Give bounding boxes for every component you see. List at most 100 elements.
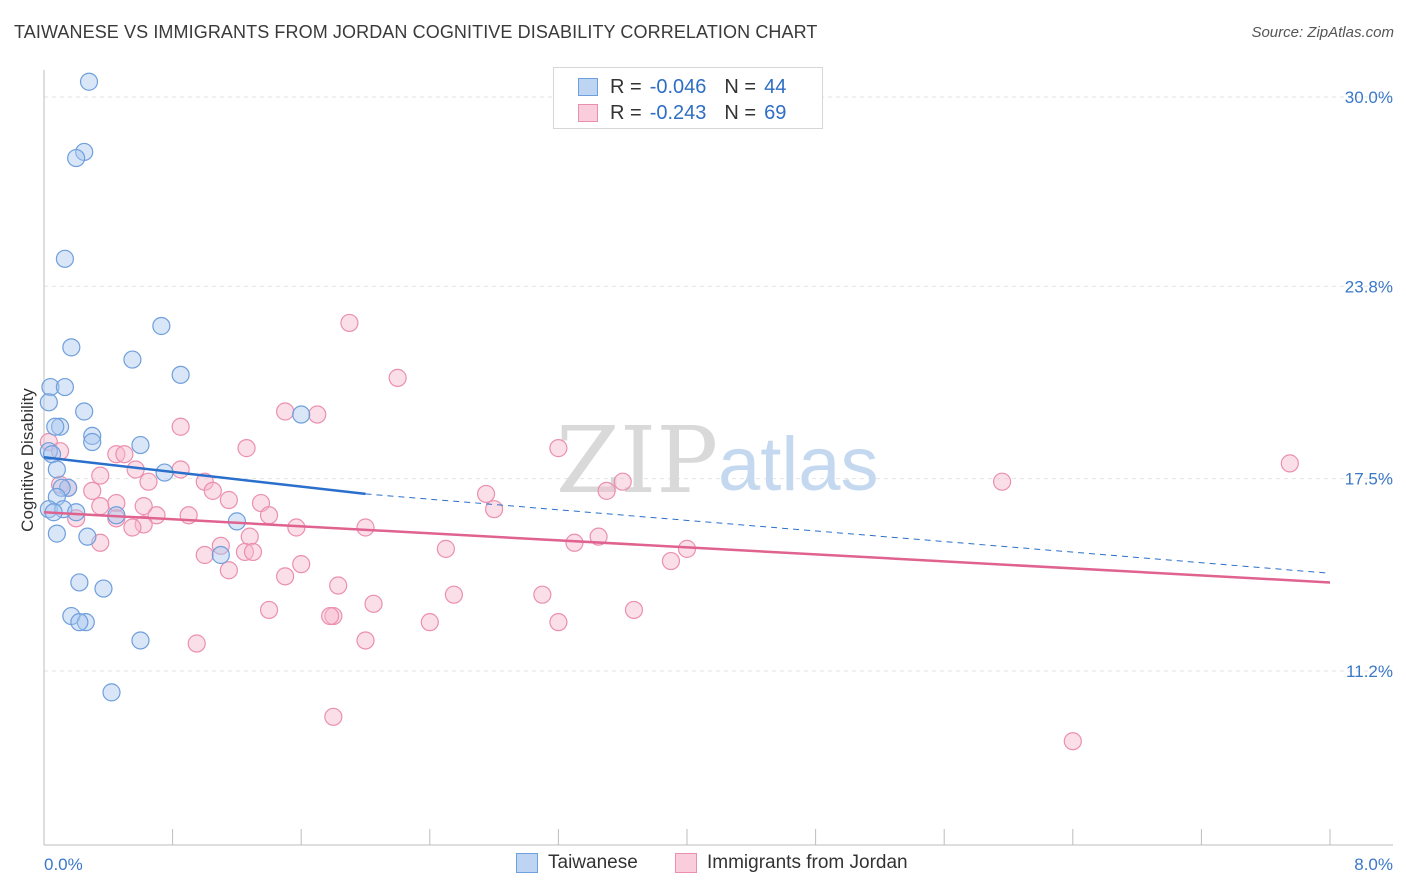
data-point-jordan bbox=[444, 585, 464, 604]
data-point-taiwanese bbox=[70, 573, 89, 592]
data-point-taiwanese bbox=[55, 377, 74, 397]
legend-n-value: 69 bbox=[764, 101, 787, 124]
data-point-taiwanese bbox=[47, 524, 66, 543]
legend-r-value: -0.046 bbox=[649, 75, 707, 98]
data-point-jordan bbox=[533, 585, 552, 604]
data-point-jordan bbox=[613, 472, 632, 491]
data-point-taiwanese bbox=[83, 432, 102, 452]
data-point-jordan bbox=[356, 631, 375, 650]
trend-line-taiwanese-extrapolated bbox=[365, 493, 1331, 574]
data-point-jordan bbox=[203, 481, 222, 500]
data-point-jordan bbox=[356, 518, 375, 537]
y-tick-label: 17.5% bbox=[1345, 470, 1393, 489]
data-point-jordan bbox=[549, 613, 568, 632]
data-point-taiwanese bbox=[62, 338, 81, 357]
data-point-jordan bbox=[91, 497, 110, 516]
data-point-taiwanese bbox=[152, 316, 171, 336]
data-point-taiwanese bbox=[55, 249, 74, 268]
data-point-jordan bbox=[171, 460, 190, 479]
watermark: ZIP atlas bbox=[556, 407, 879, 514]
series-taiwanese-points bbox=[39, 72, 311, 702]
legend-r-value: -0.243 bbox=[649, 101, 707, 124]
gridlines bbox=[44, 96, 1393, 672]
y-tick-label: 23.8% bbox=[1345, 277, 1393, 296]
legend-row-jordan: R = -0.243 N = 69 bbox=[578, 102, 786, 124]
legend-row-taiwanese: R = -0.046 N = 44 bbox=[578, 76, 786, 98]
data-point-taiwanese bbox=[79, 72, 99, 91]
bottom-legend: Taiwanese Immigrants from Jordan bbox=[0, 852, 1406, 876]
data-point-jordan bbox=[134, 497, 153, 516]
data-point-jordan bbox=[195, 545, 214, 565]
data-point-taiwanese bbox=[211, 545, 230, 565]
data-point-taiwanese bbox=[131, 631, 150, 650]
legend-r-label: R = bbox=[610, 101, 642, 124]
data-point-jordan bbox=[292, 555, 311, 574]
series-jordan-points bbox=[39, 313, 1299, 751]
data-point-taiwanese bbox=[131, 435, 150, 455]
y-tick-label: 11.2% bbox=[1346, 662, 1393, 681]
data-point-jordan bbox=[276, 567, 295, 586]
legend-n-label: N = bbox=[724, 101, 757, 124]
data-point-jordan bbox=[237, 439, 256, 458]
data-point-taiwanese bbox=[67, 148, 86, 168]
source-label: Source: ZipAtlas.com bbox=[1251, 24, 1394, 41]
data-point-jordan bbox=[589, 527, 608, 546]
x-tick-label: 8.0% bbox=[1354, 855, 1393, 874]
data-point-jordan bbox=[364, 594, 383, 613]
data-point-taiwanese bbox=[102, 683, 121, 702]
data-point-taiwanese bbox=[52, 478, 71, 497]
data-point-jordan bbox=[259, 600, 279, 620]
stats-legend: R = -0.046 N = 44 R = -0.243 N = 69 bbox=[553, 67, 823, 129]
data-point-taiwanese bbox=[50, 417, 70, 436]
data-point-jordan bbox=[134, 515, 153, 534]
data-point-jordan bbox=[219, 561, 238, 580]
data-point-taiwanese bbox=[70, 613, 89, 632]
data-point-taiwanese bbox=[42, 445, 62, 464]
data-point-jordan bbox=[992, 472, 1012, 491]
data-point-jordan bbox=[436, 539, 455, 558]
legend-n-value: 44 bbox=[764, 75, 787, 98]
data-point-jordan bbox=[597, 481, 616, 500]
data-point-jordan bbox=[321, 606, 340, 626]
trend-lines bbox=[43, 456, 1331, 584]
data-point-jordan bbox=[211, 536, 230, 555]
data-point-taiwanese bbox=[41, 377, 60, 397]
data-point-jordan bbox=[324, 707, 343, 726]
data-point-jordan bbox=[340, 313, 359, 333]
data-point-jordan bbox=[187, 634, 206, 653]
bottom-legend-taiwanese[interactable]: Taiwanese bbox=[516, 852, 638, 874]
data-point-taiwanese bbox=[39, 393, 58, 412]
data-point-jordan bbox=[485, 500, 504, 519]
data-point-taiwanese bbox=[171, 365, 190, 384]
data-point-taiwanese bbox=[78, 527, 97, 546]
data-point-taiwanese bbox=[47, 460, 66, 479]
watermark-atlas: atlas bbox=[718, 422, 879, 507]
legend-n-label: N = bbox=[724, 75, 757, 98]
data-point-jordan bbox=[276, 402, 295, 421]
bottom-legend-jordan[interactable]: Immigrants from Jordan bbox=[675, 852, 908, 874]
data-point-jordan bbox=[549, 439, 568, 458]
bottom-legend-swatch-jordan bbox=[675, 853, 697, 873]
data-point-taiwanese bbox=[67, 503, 86, 522]
data-point-jordan bbox=[1280, 454, 1299, 473]
chart-title: TAIWANESE VS IMMIGRANTS FROM JORDAN COGN… bbox=[14, 22, 818, 42]
data-point-jordan bbox=[308, 405, 327, 424]
data-point-jordan bbox=[420, 613, 439, 632]
bottom-legend-label-jordan: Immigrants from Jordan bbox=[707, 852, 908, 873]
data-point-jordan bbox=[243, 542, 263, 562]
data-point-jordan bbox=[139, 472, 158, 491]
tick-labels: 30.0% 23.8% 17.5% 11.2% 0.0% 8.0% bbox=[44, 88, 1393, 874]
data-point-jordan bbox=[115, 445, 134, 464]
data-point-taiwanese bbox=[39, 442, 58, 461]
bottom-legend-label-taiwanese: Taiwanese bbox=[548, 852, 638, 873]
data-point-jordan bbox=[171, 417, 190, 436]
data-point-jordan bbox=[259, 506, 279, 525]
data-point-jordan bbox=[661, 551, 681, 571]
legend-swatch-taiwanese bbox=[578, 78, 598, 96]
data-point-taiwanese bbox=[83, 426, 102, 446]
data-point-jordan bbox=[240, 527, 259, 546]
data-point-jordan bbox=[388, 368, 407, 387]
data-point-jordan bbox=[476, 484, 496, 504]
data-point-taiwanese bbox=[292, 405, 311, 424]
